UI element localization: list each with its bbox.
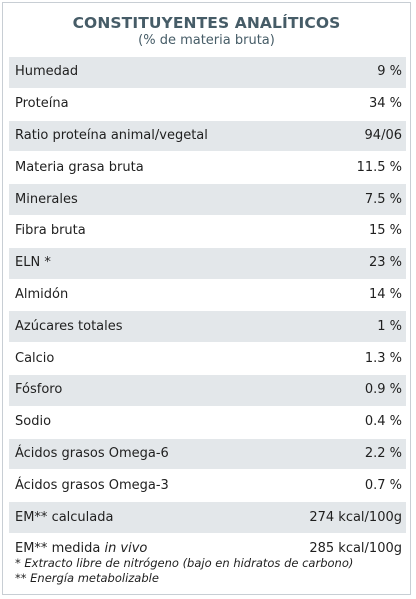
row-label: Calcio — [9, 342, 276, 375]
row-value: 2.2 % — [276, 437, 406, 470]
footnotes: * Extracto libre de nitrógeno (bajo en h… — [15, 556, 353, 586]
row-label: Fibra bruta — [9, 214, 276, 248]
row-value: 14 % — [276, 278, 406, 311]
row-value: 11.5 % — [276, 151, 406, 184]
footnote-eln: * Extracto libre de nitrógeno (bajo en h… — [15, 556, 354, 570]
table-row: Minerales 7.5 % — [9, 183, 406, 216]
table-row: Humedad 9 % — [9, 56, 406, 89]
table-row: Sodio 0.4 % — [9, 405, 406, 439]
row-label: ELN * — [9, 246, 276, 280]
row-label: Azúcares totales — [9, 310, 276, 343]
footnote-em: ** Energía metabolizable — [15, 571, 159, 585]
row-value: 0.9 % — [276, 373, 406, 407]
table-row: Proteína 34 % — [9, 87, 406, 121]
table-row: Calcio 1.3 % — [9, 342, 406, 375]
row-value: 274 kcal/100g — [276, 501, 406, 534]
table-row: Ratio proteína animal/vegetal 94/06 — [9, 119, 406, 152]
panel-subtitle: (% de materia bruta) — [138, 33, 275, 48]
table-row: Ácidos grasos Omega-3 0.7 % — [9, 469, 406, 502]
row-label: Minerales — [9, 183, 276, 216]
table-row: EM** calculada 274 kcal/100g — [9, 501, 406, 534]
analysis-table: Humedad 9 % Proteína 34 % Ratio proteína… — [9, 56, 406, 565]
row-value: 285 kcal/100g — [276, 532, 406, 565]
row-label: Ratio proteína animal/vegetal — [9, 119, 276, 152]
table-row: Fibra bruta 15 % — [9, 214, 406, 248]
table-row: EM** medida in vivo 285 kcal/100g — [9, 532, 406, 565]
row-value: 9 % — [276, 56, 406, 89]
row-label: EM** calculada — [9, 501, 276, 534]
row-value: 7.5 % — [276, 183, 406, 216]
panel-header: CONSTITUYENTES ANALÍTICOS (% de materia … — [3, 3, 410, 48]
row-label-italic: in vivo — [104, 541, 148, 557]
row-label: Sodio — [9, 405, 276, 439]
row-value: 15 % — [276, 214, 406, 248]
row-label: Proteína — [9, 87, 276, 121]
row-label: Humedad — [9, 56, 276, 89]
panel-title: CONSTITUYENTES ANALÍTICOS — [72, 14, 341, 32]
row-label: Materia grasa bruta — [9, 151, 276, 184]
row-value: 1.3 % — [276, 342, 406, 375]
row-value: 94/06 — [276, 119, 406, 152]
table-row: Azúcares totales 1 % — [9, 310, 406, 343]
row-label-prefix: EM** medida — [15, 541, 105, 557]
row-value: 34 % — [276, 87, 406, 121]
row-label: Ácidos grasos Omega-6 — [9, 437, 276, 470]
row-label: Fósforo — [9, 373, 276, 407]
row-label: Almidón — [9, 278, 276, 311]
nutrition-panel: CONSTITUYENTES ANALÍTICOS (% de materia … — [2, 2, 411, 595]
row-value: 1 % — [276, 310, 406, 343]
table-row: ELN * 23 % — [9, 246, 406, 280]
table-row: Ácidos grasos Omega-6 2.2 % — [9, 437, 406, 470]
row-value: 23 % — [276, 246, 406, 280]
row-label: EM** medida in vivo — [9, 532, 276, 565]
row-label: Ácidos grasos Omega-3 — [9, 469, 276, 502]
table-row: Materia grasa bruta 11.5 % — [9, 151, 406, 184]
row-value: 0.7 % — [276, 469, 406, 502]
table-row: Fósforo 0.9 % — [9, 373, 406, 407]
row-value: 0.4 % — [276, 405, 406, 439]
table-row: Almidón 14 % — [9, 278, 406, 311]
